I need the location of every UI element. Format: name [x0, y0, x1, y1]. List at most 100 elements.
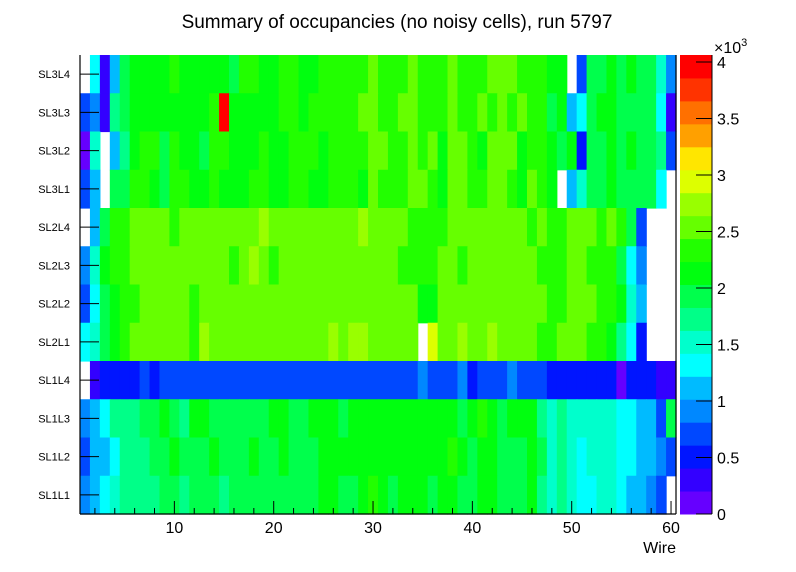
- heatmap-cell: [447, 208, 459, 247]
- heatmap-cell: [129, 55, 141, 94]
- heatmap-cell: [358, 322, 369, 362]
- heatmap-cell: [149, 93, 161, 133]
- heatmap-cell: [566, 93, 578, 133]
- heatmap-cell: [636, 93, 647, 133]
- heatmap-cell: [248, 361, 260, 400]
- heatmap-cell: [497, 169, 508, 209]
- heatmap-cell: [636, 208, 647, 247]
- heatmap-cell: [517, 93, 528, 133]
- heatmap-cell: [636, 55, 647, 94]
- heatmap-cell: [527, 131, 538, 171]
- heatmap-cell: [447, 475, 459, 515]
- heatmap-cell: [586, 169, 598, 209]
- heatmap-cell: [298, 208, 310, 247]
- heatmap-cell: [278, 93, 290, 133]
- heatmap-cell: [576, 208, 588, 247]
- heatmap-cell: [596, 208, 608, 247]
- heatmap-cell: [189, 399, 200, 439]
- y-tick-label: SL3L2: [38, 146, 70, 158]
- heatmap-cell: [328, 399, 339, 439]
- heatmap-cell: [129, 475, 141, 515]
- heatmap-cell: [517, 475, 528, 515]
- color-scale-bin: [680, 146, 712, 171]
- heatmap-cell: [596, 55, 608, 94]
- heatmap-cell: [189, 284, 200, 324]
- heatmap-cell: [487, 246, 498, 286]
- heatmap-cell: [328, 208, 339, 247]
- color-scale-bin: [680, 192, 712, 217]
- heatmap-cell: [576, 475, 588, 515]
- heatmap-cell: [626, 55, 637, 94]
- heatmap-cell: [209, 131, 220, 171]
- heatmap-cell: [229, 322, 240, 362]
- heatmap-cell: [417, 399, 429, 439]
- heatmap-cell: [477, 131, 488, 171]
- heatmap-cell: [238, 284, 250, 324]
- heatmap-cell: [616, 284, 627, 324]
- heatmap-cell: [288, 169, 300, 209]
- heatmap-cell: [457, 475, 468, 515]
- heatmap-cell: [209, 284, 220, 324]
- heatmap-cell: [219, 437, 230, 477]
- heatmap-cell: [546, 322, 558, 362]
- heatmap-cell: [169, 437, 180, 477]
- heatmap-cell: [119, 437, 131, 477]
- heatmap-cell: [139, 246, 151, 286]
- heatmap-cell: [387, 399, 399, 439]
- heatmap-cell: [437, 475, 449, 515]
- heatmap-cell: [666, 93, 677, 133]
- heatmap-cell: [169, 361, 180, 400]
- heatmap-cell: [219, 246, 230, 286]
- heatmap-cell: [179, 208, 190, 247]
- heatmap-cell: [437, 246, 449, 286]
- heatmap-cell: [606, 131, 617, 171]
- heatmap-cell: [636, 437, 647, 477]
- heatmap-cell: [417, 246, 429, 286]
- heatmap-cell: [238, 399, 250, 439]
- heatmap-cell: [338, 246, 349, 286]
- heatmap-cell: [556, 399, 568, 439]
- color-scale-bin: [680, 215, 712, 240]
- heatmap-cell: [159, 208, 170, 247]
- heatmap-cell: [507, 208, 518, 247]
- heatmap-cell: [139, 208, 151, 247]
- heatmap-cell: [348, 246, 359, 286]
- color-scale-tick-label: 2: [717, 281, 726, 298]
- heatmap-cell: [417, 475, 429, 515]
- heatmap-cell: [368, 169, 379, 209]
- heatmap-cell: [586, 93, 598, 133]
- heatmap-cell: [119, 284, 131, 324]
- heatmap-cell: [467, 246, 478, 286]
- heatmap-cell: [378, 284, 389, 324]
- heatmap-cell: [507, 437, 518, 477]
- heatmap-cell: [646, 399, 657, 439]
- heatmap-cell: [129, 131, 141, 171]
- heatmap-cells: [80, 55, 677, 515]
- heatmap-cell: [189, 322, 200, 362]
- heatmap-cell: [407, 131, 419, 171]
- heatmap-cell: [99, 361, 111, 400]
- heatmap-cell: [666, 131, 677, 171]
- heatmap-cell: [566, 322, 578, 362]
- heatmap-cell: [238, 475, 250, 515]
- heatmap-cell: [666, 55, 677, 94]
- heatmap-cell: [149, 169, 161, 209]
- heatmap-cell: [477, 208, 488, 247]
- heatmap-cell: [258, 322, 270, 362]
- heatmap-cell: [258, 93, 270, 133]
- heatmap-cell: [407, 437, 419, 477]
- heatmap-cell: [626, 131, 637, 171]
- heatmap-cell: [427, 55, 439, 94]
- heatmap-cell: [596, 169, 608, 209]
- heatmap-cell: [487, 361, 498, 400]
- heatmap-cell: [318, 208, 329, 247]
- heatmap-cell: [288, 361, 300, 400]
- heatmap-cell: [358, 361, 369, 400]
- heatmap-cell: [318, 55, 329, 94]
- heatmap-cell: [477, 284, 488, 324]
- heatmap-cell: [219, 284, 230, 324]
- heatmap-cell: [566, 246, 578, 286]
- heatmap-cell: [487, 437, 498, 477]
- heatmap-cell: [546, 131, 558, 171]
- heatmap-cell: [219, 169, 230, 209]
